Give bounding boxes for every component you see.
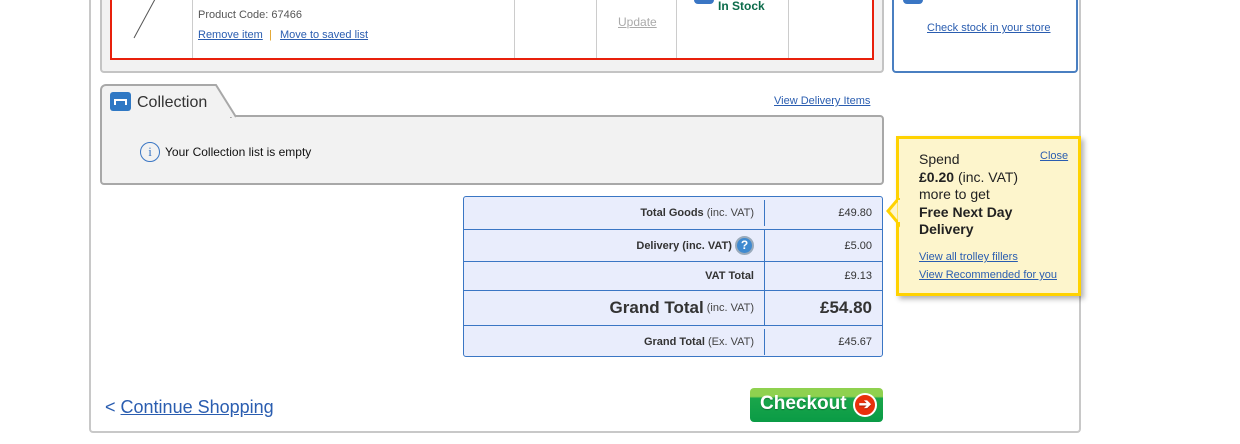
popup-pointer [886,198,900,228]
grand-total-inc-value: £54.80 [820,298,872,317]
grand-total-inc-row: Grand Total (inc. VAT) £54.80 [464,290,882,325]
checkout-label: Checkout [760,393,847,414]
store-icon [903,0,923,4]
popup-message: Spend £0.20 (inc. VAT) more to get Free … [919,151,1039,239]
link-separator: | [269,29,272,41]
popup-close-link[interactable]: Close [1040,150,1069,162]
total-goods-label: Total Goods [640,206,704,219]
total-goods-row: Total Goods (inc. VAT) £49.80 [464,197,882,229]
product-row: Product Code: 67466 Remove item | Move t… [110,0,874,60]
delivery-value: £5.00 [844,239,872,252]
total-goods-sub: (inc. VAT) [706,206,754,219]
recommended-link[interactable]: View Recommended for you [919,269,1057,281]
free-delivery-popup: Close Spend £0.20 (inc. VAT) more to get… [896,136,1081,296]
total-goods-value: £49.80 [838,206,872,219]
tab-edge [211,84,237,118]
check-stock-link[interactable]: Check stock in your store [927,22,1051,34]
help-icon[interactable]: ? [735,236,754,255]
popup-offer: Free Next Day Delivery [919,203,1013,238]
vat-total-row: VAT Total £9.13 [464,261,882,290]
grand-total-inc-sub: (inc. VAT) [706,302,754,314]
checkout-button[interactable]: Checkout ➔ [750,388,883,422]
view-delivery-items-link[interactable]: View Delivery Items [774,95,871,107]
collection-empty-message: Your Collection list is empty [165,145,312,159]
collection-panel: i Your Collection list is empty [100,115,884,185]
delivery-label: Delivery (inc. VAT) [636,239,732,252]
back-chevron-icon: < [105,397,116,417]
arrow-right-icon: ➔ [853,393,877,417]
grand-total-ex-row: Grand Total (Ex. VAT) £45.67 [464,325,882,356]
info-icon: i [140,142,160,162]
product-code: Product Code: 67466 [198,9,302,21]
grand-total-inc-label: Grand Total [609,298,704,317]
remove-item-link[interactable]: Remove item [198,29,263,41]
stock-icon [694,0,714,4]
grand-total-ex-label: Grand Total [643,335,705,348]
order-totals: Total Goods (inc. VAT) £49.80 Delivery (… [463,196,883,357]
vat-total-value: £9.13 [844,270,872,282]
move-to-saved-link[interactable]: Move to saved list [280,29,369,41]
popup-amount-line: £0.20 (inc. VAT) [919,169,1039,187]
popup-amount-sub: (inc. VAT) [957,168,1019,185]
popup-more: more to get [919,186,990,202]
update-button[interactable]: Update [618,15,657,29]
product-image[interactable] [130,0,170,40]
delivery-row: Delivery (inc. VAT) ? £5.00 [464,229,882,261]
popup-spend: Spend [919,151,960,167]
collection-icon [110,92,131,111]
popup-amount: £0.20 [919,168,955,185]
collection-tab-label: Collection [137,94,208,111]
grand-total-ex-sub: (Ex. VAT) [707,335,754,348]
store-panel: Check stock in your store [892,0,1078,73]
continue-shopping[interactable]: < Continue Shopping [105,397,274,418]
continue-shopping-link[interactable]: Continue Shopping [120,397,274,417]
trolley-fillers-link[interactable]: View all trolley fillers [919,251,1018,263]
vat-total-label: VAT Total [464,262,765,290]
stock-status: In Stock [718,0,765,13]
grand-total-ex-value: £45.67 [838,335,872,348]
